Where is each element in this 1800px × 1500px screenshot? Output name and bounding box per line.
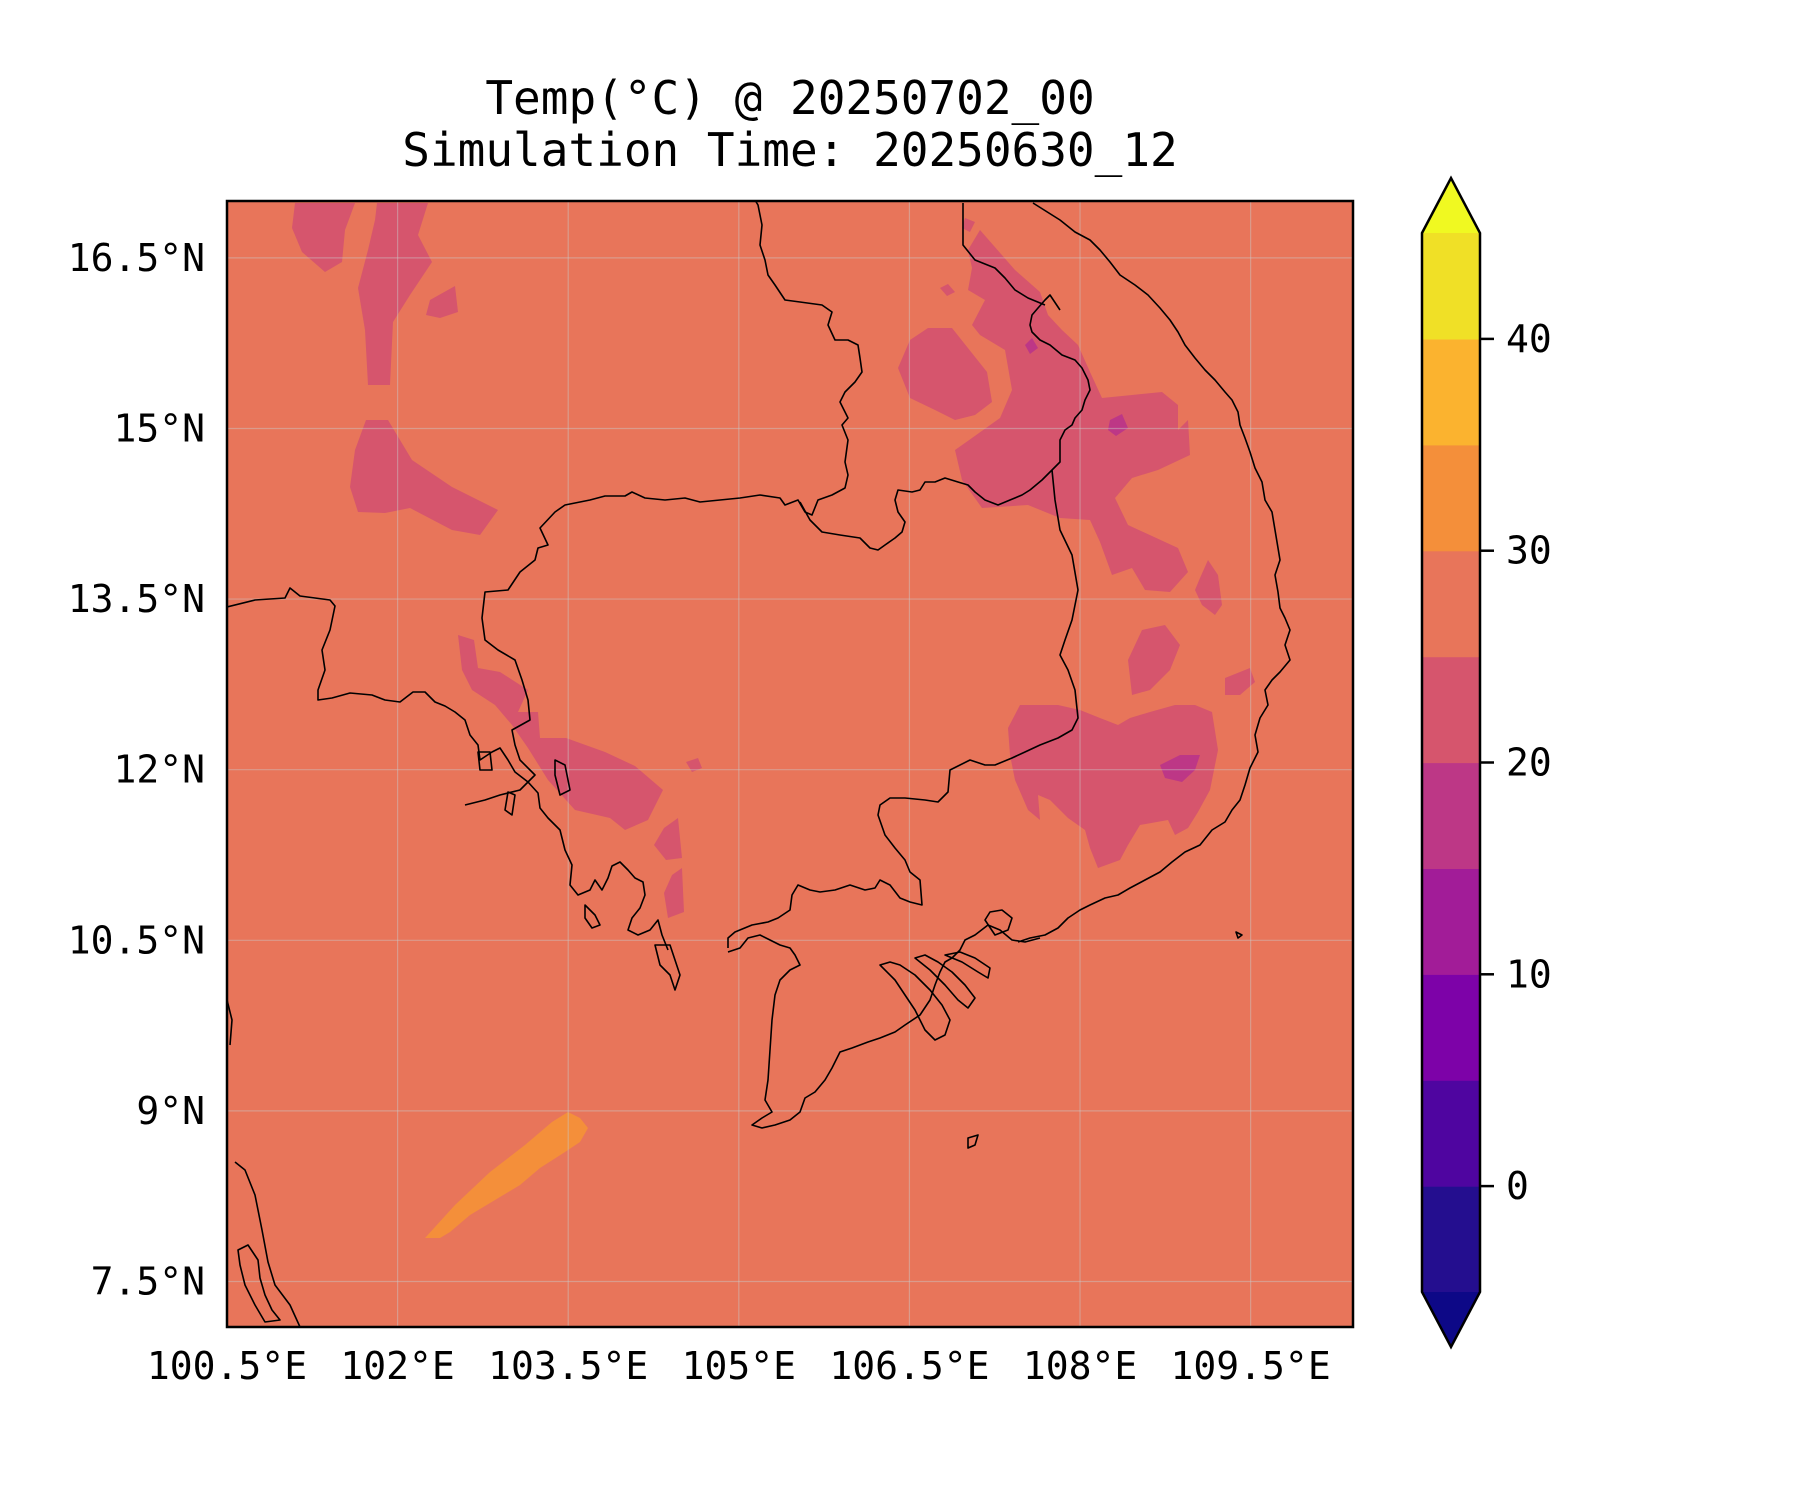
island [504, 791, 516, 816]
colorbar-segment [1422, 974, 1480, 1081]
lat-tick-label: 12°N [113, 748, 205, 792]
lat-tick-label: 13.5°N [68, 577, 205, 621]
lat-tick-label: 7.5°N [91, 1260, 205, 1304]
contour-patch [940, 284, 955, 296]
contour-patch [898, 328, 992, 420]
contour-patch [962, 218, 975, 232]
island [1235, 931, 1243, 939]
lat-tick-label: 15°N [113, 406, 205, 450]
island-phu-quoc [654, 944, 681, 991]
colorbar: 0 10 20 30 40 [1420, 175, 1552, 1350]
contour-patch [955, 230, 1190, 592]
contour-patch [1108, 414, 1128, 436]
island-con-dao [967, 1134, 979, 1149]
colorbar-tick-label: 30 [1506, 529, 1552, 573]
map-subtitle: Simulation Time: 20250630_12 [402, 123, 1178, 177]
colorbar-segments [1422, 233, 1480, 1293]
contour-patch [358, 203, 432, 385]
temperature-contours-20-25 [292, 203, 1255, 918]
coastlines-and-borders [227, 201, 1291, 1327]
contour-patch [654, 818, 682, 860]
latitude-axis: 7.5°N 9°N 10.5°N 12°N 13.5°N 15°N 16.5°N [68, 236, 205, 1304]
colorbar-tick-label: 20 [1506, 741, 1552, 785]
gridlines [227, 201, 1353, 1327]
colorbar-extend-over-triangle [1422, 178, 1480, 233]
colorbar-tick-label: 40 [1506, 317, 1552, 361]
island [237, 1244, 281, 1323]
border-cambodia-laos-vietnam [799, 294, 1091, 551]
contour-patch [664, 868, 684, 918]
coastline-vietnam-east [1017, 202, 1291, 943]
contour-patch [426, 286, 458, 318]
coastline-peninsula [227, 999, 233, 1046]
temperature-contour-30-35 [425, 1112, 588, 1238]
lon-tick-label: 105°E [682, 1344, 796, 1388]
map-frame [225, 199, 1355, 1329]
colorbar-tick-label: 0 [1506, 1164, 1529, 1208]
colorbar-segment [1422, 1080, 1480, 1187]
colorbar-outline [1420, 175, 1482, 1350]
mekong-island [944, 951, 991, 979]
colorbar-segment [1422, 656, 1480, 764]
colorbar-segment [1422, 338, 1480, 446]
lon-tick-label: 100.5°E [147, 1344, 307, 1388]
border-cambodia-vietnam [727, 469, 1079, 948]
island [477, 751, 493, 771]
lon-tick-label: 106.5°E [829, 1344, 989, 1388]
map-title: Temp(°C) @ 20250702_00 [485, 71, 1095, 125]
map-area [227, 201, 1353, 1327]
longitude-axis: 100.5°E 102°E 103.5°E 105°E 106.5°E 108°E 109.… [147, 1344, 1331, 1388]
island [554, 759, 571, 796]
coastline-peninsula [234, 1161, 301, 1327]
temperature-contours-15-20 [1025, 338, 1200, 782]
mekong-island [914, 954, 976, 1009]
border-laos-thailand [464, 201, 863, 806]
colorbar-segment [1422, 1186, 1480, 1293]
lat-tick-label: 9°N [136, 1089, 205, 1133]
lat-tick-label: 10.5°N [68, 918, 205, 962]
colorbar-extend-under-triangle [1422, 1292, 1480, 1347]
contour-patch [1225, 668, 1255, 695]
contour-patch [292, 203, 355, 272]
contour-patch [458, 635, 663, 830]
colorbar-segment [1422, 233, 1480, 340]
colorbar-segment [1422, 444, 1480, 552]
contour-patch [1195, 560, 1222, 615]
island [584, 904, 601, 929]
contour-patch [1025, 338, 1038, 354]
contour-patch [1160, 755, 1200, 782]
lon-tick-label: 103.5°E [488, 1344, 648, 1388]
contour-patch [1128, 625, 1180, 695]
contour-patch [686, 758, 702, 772]
lat-tick-label: 16.5°N [68, 236, 205, 280]
coastline-thailand-cambodia [227, 587, 669, 951]
colorbar-ticks: 0 10 20 30 40 [1480, 317, 1552, 1208]
coastline-mekong-delta [727, 924, 1041, 1129]
lon-tick-label: 102°E [340, 1344, 454, 1388]
colorbar-segment [1422, 762, 1480, 869]
border-laos-vietnam-north [962, 203, 1046, 306]
mekong-island [984, 909, 1013, 936]
lon-tick-label: 108°E [1023, 1344, 1137, 1388]
colorbar-tick-label: 10 [1506, 952, 1552, 996]
contour-patch [1008, 705, 1218, 868]
contour-patch [350, 420, 498, 535]
mekong-island [879, 961, 951, 1041]
colorbar-segment [1422, 550, 1480, 658]
lon-tick-label: 109.5°E [1171, 1344, 1331, 1388]
colorbar-segment [1422, 868, 1480, 975]
